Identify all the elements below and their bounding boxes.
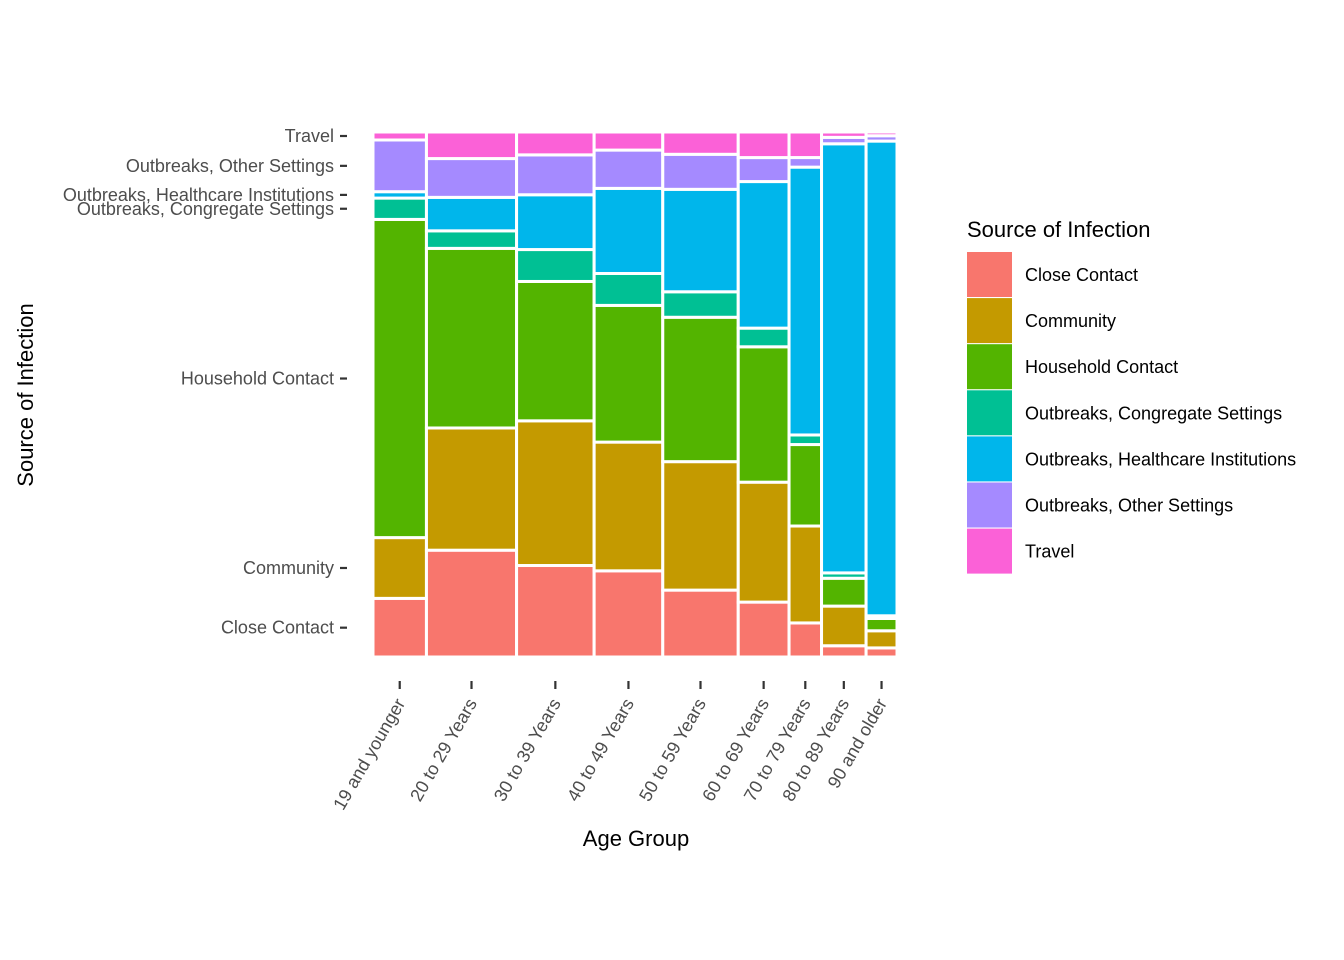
legend-label-community: Community: [1025, 311, 1116, 331]
x-axis-title: Age Group: [583, 826, 689, 851]
legend-label-outbreaks-other-settings: Outbreaks, Other Settings: [1025, 496, 1233, 516]
legend-label-outbreaks-congregate-settings: Outbreaks, Congregate Settings: [1025, 403, 1282, 423]
tile-50-to-59-years-outbreaks-other-settings: [661, 152, 740, 191]
tile-20-to-29-years-close-contact: [424, 548, 519, 659]
tile-80-to-89-years-community: [820, 604, 868, 648]
tile-20-to-29-years-household-contact: [424, 246, 519, 430]
tile-50-to-59-years-community: [661, 460, 740, 592]
tile-70-to-79-years-close-contact: [787, 621, 824, 659]
legend-label-travel: Travel: [1025, 542, 1074, 562]
tile-30-to-39-years-community: [515, 419, 596, 568]
tile-30-to-39-years-household-contact: [515, 279, 596, 423]
tile-30-to-39-years-outbreaks-other-settings: [515, 153, 596, 197]
y-axis: Close Contact Community Household Contact O…: [63, 126, 347, 638]
tile-30-to-39-years-outbreaks-congregate-settings: [515, 248, 596, 283]
tile-70-to-79-years-community: [787, 524, 824, 625]
tile-80-to-89-years-outbreaks-healthcare-institutions: [820, 142, 868, 575]
legend-title: Source of Infection: [967, 217, 1150, 242]
y-tick-label-outbreaks-healthcare-institutions: Outbreaks, Healthcare Institutions: [63, 185, 334, 205]
legend-key-close-contact: [967, 252, 1012, 297]
legend-label-outbreaks-healthcare-institutions: Outbreaks, Healthcare Institutions: [1025, 449, 1296, 469]
tile-90-and-older-household-contact: [864, 616, 899, 633]
tile-60-to-69-years-household-contact: [736, 345, 791, 484]
legend-key-outbreaks-other-settings: [967, 482, 1012, 528]
tile-60-to-69-years-community: [736, 480, 791, 604]
legend-key-household-contact: [967, 344, 1012, 390]
tile-60-to-69-years-travel: [736, 130, 791, 160]
tile-50-to-59-years-travel: [661, 130, 740, 156]
x-tick-label-50-to-59-years: 50 to 59 Years: [635, 695, 710, 805]
tile-20-to-29-years-travel: [424, 130, 519, 161]
tile-20-to-29-years-outbreaks-other-settings: [424, 157, 519, 199]
y-tick-label-community: Community: [243, 558, 334, 578]
tile-60-to-69-years-close-contact: [736, 600, 791, 659]
tile-40-to-49-years-close-contact: [592, 569, 665, 659]
y-tick-label-outbreaks-other-settings: Outbreaks, Other Settings: [126, 156, 334, 176]
y-tick-label-household-contact: Household Contact: [181, 369, 334, 389]
tile-50-to-59-years-outbreaks-congregate-settings: [661, 290, 740, 319]
y-tick-label-outbreaks-congregate-settings: Outbreaks, Congregate Settings: [77, 199, 334, 219]
x-tick-label-20-to-29-years: 20 to 29 Years: [406, 695, 481, 805]
tile-80-to-89-years-close-contact: [820, 644, 868, 659]
legend-key-outbreaks-healthcare-institutions: [967, 436, 1012, 482]
tile-50-to-59-years-household-contact: [661, 315, 740, 464]
tile-90-and-older-community: [864, 629, 899, 650]
x-tick-label-40-to-49-years: 40 to 49 Years: [563, 695, 638, 805]
legend-label-household-contact: Household Contact: [1025, 357, 1178, 377]
tile-20-to-29-years-outbreaks-congregate-settings: [424, 229, 519, 250]
legend-key-travel: [967, 528, 1012, 574]
tile-19-and-younger-community: [371, 536, 428, 600]
y-tick-label-travel: Travel: [285, 126, 334, 146]
tile-19-and-younger-outbreaks-congregate-settings: [371, 196, 428, 221]
legend-key-community: [967, 298, 1012, 344]
tile-19-and-younger-household-contact: [371, 217, 428, 540]
y-tick-label-close-contact: Close Contact: [221, 618, 334, 638]
tile-19-and-younger-travel: [371, 130, 428, 142]
legend: Close Contact Community Household Contact O…: [967, 252, 1296, 574]
tile-70-to-79-years-outbreaks-healthcare-institutions: [787, 165, 824, 437]
x-tick-label-30-to-39-years: 30 to 39 Years: [490, 695, 565, 805]
tile-20-to-29-years-community: [424, 426, 519, 552]
tile-80-to-89-years-travel: [820, 130, 868, 139]
tile-60-to-69-years-outbreaks-other-settings: [736, 156, 791, 184]
tile-70-to-79-years-household-contact: [787, 443, 824, 528]
legend-label-close-contact: Close Contact: [1025, 265, 1138, 285]
tile-40-to-49-years-outbreaks-healthcare-institutions: [592, 186, 665, 275]
tile-20-to-29-years-outbreaks-healthcare-institutions: [424, 195, 519, 233]
tile-40-to-49-years-household-contact: [592, 303, 665, 444]
tile-30-to-39-years-outbreaks-healthcare-institutions: [515, 193, 596, 252]
tile-30-to-39-years-travel: [515, 130, 596, 157]
x-tick-label-19-and-younger: 19 and younger: [329, 695, 409, 813]
tile-50-to-59-years-close-contact: [661, 588, 740, 659]
tile-40-to-49-years-outbreaks-congregate-settings: [592, 271, 665, 307]
legend-key-outbreaks-congregate-settings: [967, 390, 1012, 436]
tile-80-to-89-years-household-contact: [820, 576, 868, 608]
tile-40-to-49-years-travel: [592, 130, 665, 152]
tile-19-and-younger-outbreaks-other-settings: [371, 138, 428, 194]
tile-50-to-59-years-outbreaks-healthcare-institutions: [661, 187, 740, 294]
mosaic-tiles: [371, 130, 899, 659]
tile-30-to-39-years-close-contact: [515, 564, 596, 659]
tile-90-and-older-travel: [864, 130, 899, 138]
tile-90-and-older-outbreaks-healthcare-institutions: [864, 139, 899, 618]
tile-60-to-69-years-outbreaks-healthcare-institutions: [736, 180, 791, 330]
tile-70-to-79-years-travel: [787, 130, 824, 160]
y-axis-title: Source of Infection: [13, 303, 38, 486]
tile-19-and-younger-close-contact: [371, 596, 428, 659]
tile-40-to-49-years-community: [592, 440, 665, 573]
tile-60-to-69-years-outbreaks-congregate-settings: [736, 326, 791, 349]
tile-40-to-49-years-outbreaks-other-settings: [592, 148, 665, 190]
